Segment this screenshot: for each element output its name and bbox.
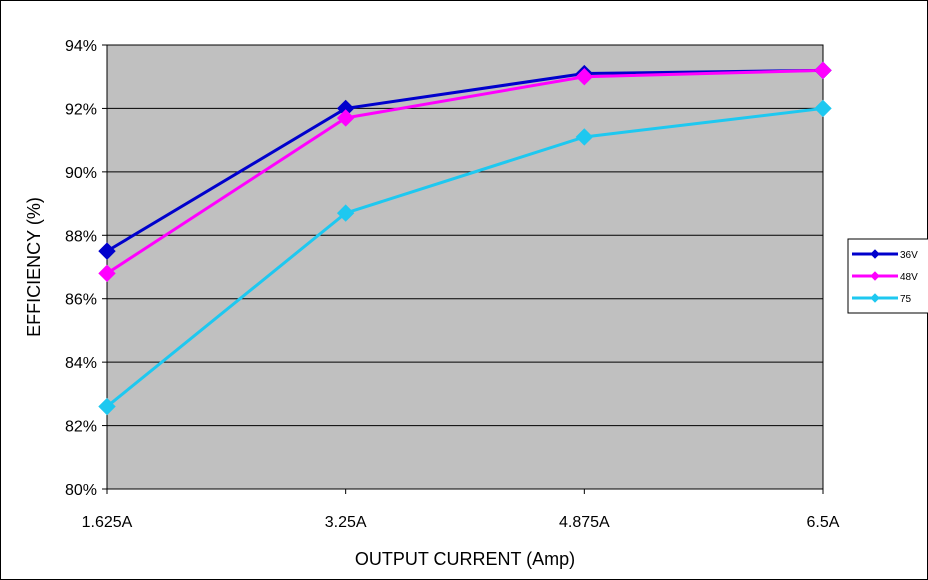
x-tick-label: 6.5A <box>807 514 840 531</box>
y-tick-label: 92% <box>65 101 97 118</box>
x-tick-label: 1.625A <box>82 514 133 531</box>
series-lines <box>98 61 832 416</box>
gridlines <box>102 44 823 490</box>
legend-label: 75 <box>900 294 912 305</box>
data-point-48V <box>98 264 116 283</box>
data-point-36V <box>98 242 116 260</box>
y-tick-labels: 80% 82% 84% 86% 88% 90% 92% 94% <box>65 38 97 499</box>
x-axis-title: OUTPUT CURRENT (Amp) <box>355 549 575 569</box>
y-axis-title: EFFICIENCY (%) <box>24 197 44 337</box>
legend-label: 36V <box>900 250 918 261</box>
y-tick-label: 88% <box>65 228 97 245</box>
plot-area <box>106 44 824 490</box>
data-point-75 <box>336 204 355 222</box>
series-line-36V <box>106 68 824 253</box>
y-tick-label: 82% <box>65 419 97 436</box>
data-point-75 <box>814 99 832 118</box>
x-tick-label: 3.25A <box>325 514 367 531</box>
data-point-48V <box>814 61 832 80</box>
series-line-75 <box>106 106 824 408</box>
series-line-48V <box>106 68 824 275</box>
y-tick-label: 90% <box>65 165 97 182</box>
x-tick-label: 4.875A <box>559 514 610 531</box>
y-tick-label: 84% <box>65 355 97 372</box>
legend-marker <box>870 271 880 281</box>
data-point-48V <box>575 68 594 86</box>
y-tick-label: 80% <box>65 482 97 499</box>
data-point-75 <box>575 128 594 146</box>
legend: 36V 48V 75 <box>847 238 928 314</box>
x-tick-labels: 1.625A 3.25A 4.875A 6.5A <box>82 489 840 531</box>
y-tick-label: 86% <box>65 292 97 309</box>
legend-marker <box>870 293 880 303</box>
legend-label: 48V <box>900 272 918 283</box>
legend-marker <box>870 249 880 259</box>
data-point-48V <box>336 109 355 127</box>
data-point-75 <box>98 397 116 416</box>
y-tick-label: 94% <box>65 38 97 55</box>
